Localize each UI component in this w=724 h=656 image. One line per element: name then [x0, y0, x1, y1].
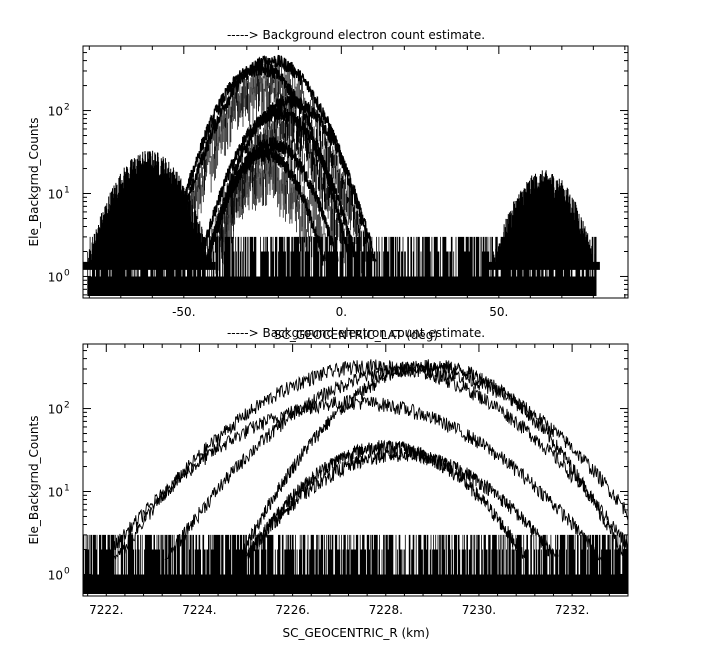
x-axis-label-lat: SC_GEOCENTRIC_LAT (deg) [274, 328, 438, 342]
y-axis-label-lat: Ele_Backgrnd_Counts [27, 118, 41, 247]
data-traces-r [82, 359, 629, 594]
y-tick-label: 10 [48, 270, 63, 284]
series-trace-r-5 [238, 447, 559, 561]
y-axis-label-r: Ele_Backgrnd_Counts [27, 416, 41, 545]
x-tick-label: 7224. [182, 603, 216, 617]
x-tick-label: -50. [172, 305, 195, 319]
x-tick-label: 50. [489, 305, 508, 319]
y-tick-exponent: 1 [64, 186, 70, 196]
data-traces-lat [82, 54, 600, 296]
x-tick-label: 0. [336, 305, 347, 319]
y-tick-exponent: 2 [64, 401, 70, 411]
x-tick-label: 7222. [89, 603, 123, 617]
x-axis-label-r: SC_GEOCENTRIC_R (km) [283, 626, 430, 640]
series-trace-r-3 [99, 395, 605, 561]
y-tick-label: 10 [48, 188, 63, 202]
series-trace-lat-5 [205, 147, 326, 262]
chart-title-r: -----> Background electron count estimat… [227, 326, 485, 340]
series-fill-lat-5 [215, 155, 316, 271]
background-band-1 [488, 170, 600, 270]
chart-panel-r: -----> Background electron count estimat… [27, 326, 629, 640]
chart-panel-lat: -----> Background electron count estimat… [27, 28, 629, 342]
y-tick-label: 10 [48, 486, 63, 500]
y-tick-exponent: 1 [64, 484, 70, 494]
y-tick-exponent: 0 [64, 566, 70, 576]
y-tick-label: 10 [48, 568, 63, 582]
x-tick-label: 7228. [369, 603, 403, 617]
y-tick-exponent: 2 [64, 103, 70, 113]
y-tick-label: 10 [48, 403, 63, 417]
plot-frame-lat [82, 45, 629, 299]
x-tick-label: 7226. [275, 603, 309, 617]
y-tick-exponent: 0 [64, 268, 70, 278]
x-tick-label: 7232. [555, 603, 589, 617]
series-trace-r-2 [239, 359, 627, 560]
y-tick-label: 10 [48, 105, 63, 119]
plot-frame-r [82, 343, 629, 597]
series-trace-r-1 [164, 362, 629, 561]
x-tick-label: 7230. [462, 603, 496, 617]
series-trace-lat-3 [198, 106, 358, 265]
chart-title-lat: -----> Background electron count estimat… [227, 28, 485, 42]
